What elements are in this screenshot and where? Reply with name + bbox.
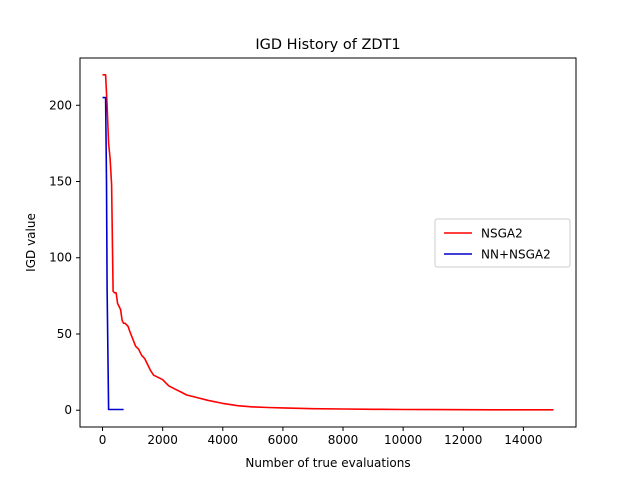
y-axis-title: IGD value: [24, 213, 38, 272]
x-tick-label: 6000: [268, 433, 299, 447]
legend-box: [434, 218, 571, 268]
x-tick-label: 10000: [384, 433, 422, 447]
x-tick-label: 2000: [147, 433, 178, 447]
y-tick-label: 200: [49, 98, 72, 112]
x-tick-label: 14000: [504, 433, 542, 447]
y-axis: 0 50 100 150 200: [49, 98, 80, 417]
legend-label-nn-nsga2: NN+NSGA2: [481, 248, 551, 262]
y-tick-label: 50: [57, 327, 72, 341]
legend-label-nsga2: NSGA2: [481, 227, 523, 241]
series-line-nsga2: [102, 74, 554, 411]
x-tick-label: 4000: [208, 433, 239, 447]
x-axis-title: Number of true evaluations: [245, 456, 410, 470]
x-tick-label: 8000: [328, 433, 359, 447]
x-axis: 0 2000 4000 6000 8000 10000 12000 14000: [99, 427, 542, 447]
legend: NSGA2 NN+NSGA2: [434, 218, 571, 268]
x-tick-label: 12000: [444, 433, 482, 447]
series-layer: [102, 74, 554, 411]
y-tick-label: 100: [49, 251, 72, 265]
y-tick-label: 150: [49, 175, 72, 189]
chart-title: IGD History of ZDT1: [255, 37, 400, 53]
x-tick-label: 0: [99, 433, 107, 447]
y-tick-label: 0: [64, 403, 72, 417]
series-line-nn-nsga2: [102, 96, 124, 411]
